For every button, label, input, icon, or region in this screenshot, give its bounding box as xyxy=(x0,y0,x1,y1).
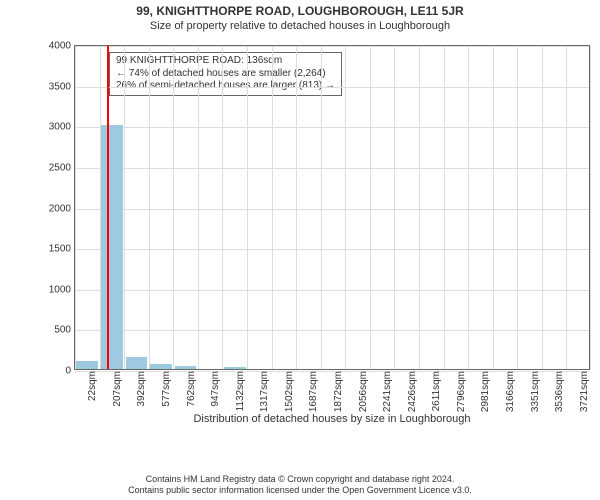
y-tick-label: 1000 xyxy=(49,284,71,295)
x-tick-label: 2241sqm xyxy=(382,371,393,412)
histogram-bar xyxy=(175,366,197,369)
gridline-v xyxy=(345,46,346,369)
x-tick-label: 1872sqm xyxy=(333,371,344,412)
x-tick-label: 392sqm xyxy=(136,371,147,407)
gridline-v xyxy=(566,46,567,369)
gridline-v xyxy=(75,46,76,369)
gridline-v xyxy=(493,46,494,369)
gridline-v xyxy=(124,46,125,369)
x-tick-label: 762sqm xyxy=(186,371,197,407)
x-tick-label: 577sqm xyxy=(161,371,172,407)
x-tick-label: 207sqm xyxy=(112,371,123,407)
x-tick-label: 2981sqm xyxy=(480,371,491,412)
gridline-h xyxy=(75,87,589,88)
gridline-h xyxy=(75,290,589,291)
gridline-v xyxy=(296,46,297,369)
gridline-v xyxy=(394,46,395,369)
gridline-v xyxy=(370,46,371,369)
x-tick-label: 1687sqm xyxy=(308,371,319,412)
x-tick-label: 2611sqm xyxy=(431,371,442,411)
histogram-bar xyxy=(150,364,172,369)
gridline-v xyxy=(468,46,469,369)
x-tick-label: 1502sqm xyxy=(284,371,295,412)
x-tick-label: 947sqm xyxy=(210,371,221,407)
x-tick-label: 3351sqm xyxy=(530,371,541,412)
gridline-v xyxy=(419,46,420,369)
x-axis-title: Distribution of detached houses by size … xyxy=(75,413,589,425)
gridline-v xyxy=(149,46,150,369)
y-tick-label: 0 xyxy=(65,366,71,377)
y-tick-label: 500 xyxy=(54,325,71,336)
gridline-v xyxy=(444,46,445,369)
gridline-v xyxy=(321,46,322,369)
gridline-h xyxy=(75,330,589,331)
footer-line-1: Contains HM Land Registry data © Crown c… xyxy=(0,474,600,485)
x-tick-label: 3536sqm xyxy=(554,371,565,412)
annotation-box: 99 KNIGHTTHORPE ROAD: 136sqm← 74% of det… xyxy=(109,52,342,96)
y-tick-label: 2000 xyxy=(49,203,71,214)
gridline-v xyxy=(222,46,223,369)
histogram-bar xyxy=(101,125,123,369)
gridline-h xyxy=(75,46,589,47)
footer-line-2: Contains public sector information licen… xyxy=(0,485,600,496)
footer: Contains HM Land Registry data © Crown c… xyxy=(0,474,600,496)
histogram-bar xyxy=(224,367,246,369)
x-tick-label: 2796sqm xyxy=(456,371,467,412)
gridline-v xyxy=(173,46,174,369)
x-tick-label: 1132sqm xyxy=(235,371,246,411)
gridline-v xyxy=(542,46,543,369)
x-tick-label: 2426sqm xyxy=(407,371,418,412)
gridline-v xyxy=(198,46,199,369)
x-tick-label: 3166sqm xyxy=(505,371,516,412)
x-tick-label: 22sqm xyxy=(87,371,98,401)
gridline-v xyxy=(247,46,248,369)
gridline-v xyxy=(272,46,273,369)
gridline-v xyxy=(517,46,518,369)
histogram-bar xyxy=(126,357,148,369)
chart-area: 99 KNIGHTTHORPE ROAD: 136sqm← 74% of det… xyxy=(0,0,600,500)
x-tick-label: 2056sqm xyxy=(358,371,369,412)
gridline-v xyxy=(590,46,591,369)
y-tick-label: 1500 xyxy=(49,244,71,255)
gridline-h xyxy=(75,249,589,250)
y-tick-label: 3000 xyxy=(49,122,71,133)
histogram-bar xyxy=(76,361,98,369)
x-tick-label: 1317sqm xyxy=(259,371,270,412)
x-tick-label: 3721sqm xyxy=(579,371,590,412)
y-tick-label: 4000 xyxy=(49,41,71,52)
plot-region: 99 KNIGHTTHORPE ROAD: 136sqm← 74% of det… xyxy=(74,45,590,370)
y-tick-label: 2500 xyxy=(49,162,71,173)
y-tick-label: 3500 xyxy=(49,81,71,92)
highlight-line xyxy=(107,46,109,369)
gridline-h xyxy=(75,168,589,169)
gridline-h xyxy=(75,127,589,128)
gridline-h xyxy=(75,209,589,210)
